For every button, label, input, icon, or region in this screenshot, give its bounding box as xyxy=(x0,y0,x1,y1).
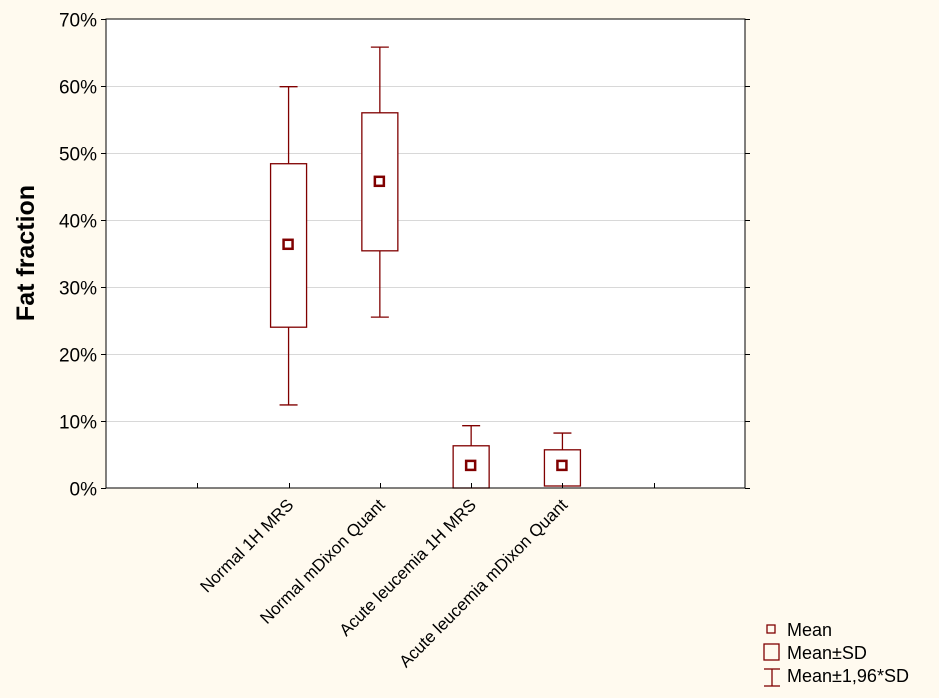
x-category-label: Acute leucemia mDixon Quant xyxy=(395,495,571,671)
x-category-label: Normal 1H MRS xyxy=(196,495,297,596)
y-tick-label: 0% xyxy=(70,480,98,501)
legend-mean-label: Mean xyxy=(787,620,832,640)
plot-frame xyxy=(105,18,746,489)
y-tick-label: 20% xyxy=(59,346,97,367)
y-tick-label: 60% xyxy=(59,78,97,99)
y-axis-label: Fat fraction xyxy=(12,185,40,321)
mean-marker xyxy=(282,238,294,251)
y-tick-label: 10% xyxy=(59,413,97,434)
legend-sd-box-icon xyxy=(763,643,780,661)
legend-mean-icon xyxy=(766,624,776,634)
mean-marker xyxy=(464,459,477,472)
mean-marker xyxy=(556,459,568,472)
plot-area xyxy=(106,19,745,488)
y-tick-label: 40% xyxy=(59,212,97,233)
legend: Mean Mean±SD Mean±1,96*SD xyxy=(763,620,909,687)
y-tick-label: 50% xyxy=(59,145,97,166)
y-tick-label: 70% xyxy=(59,11,97,32)
legend-whisker-icon xyxy=(764,668,780,687)
mean-marker xyxy=(373,175,386,188)
legend-196sd-label: Mean±1,96*SD xyxy=(787,666,909,686)
y-tick-label: 30% xyxy=(59,279,97,300)
legend-sd-label: Mean±SD xyxy=(787,643,867,663)
